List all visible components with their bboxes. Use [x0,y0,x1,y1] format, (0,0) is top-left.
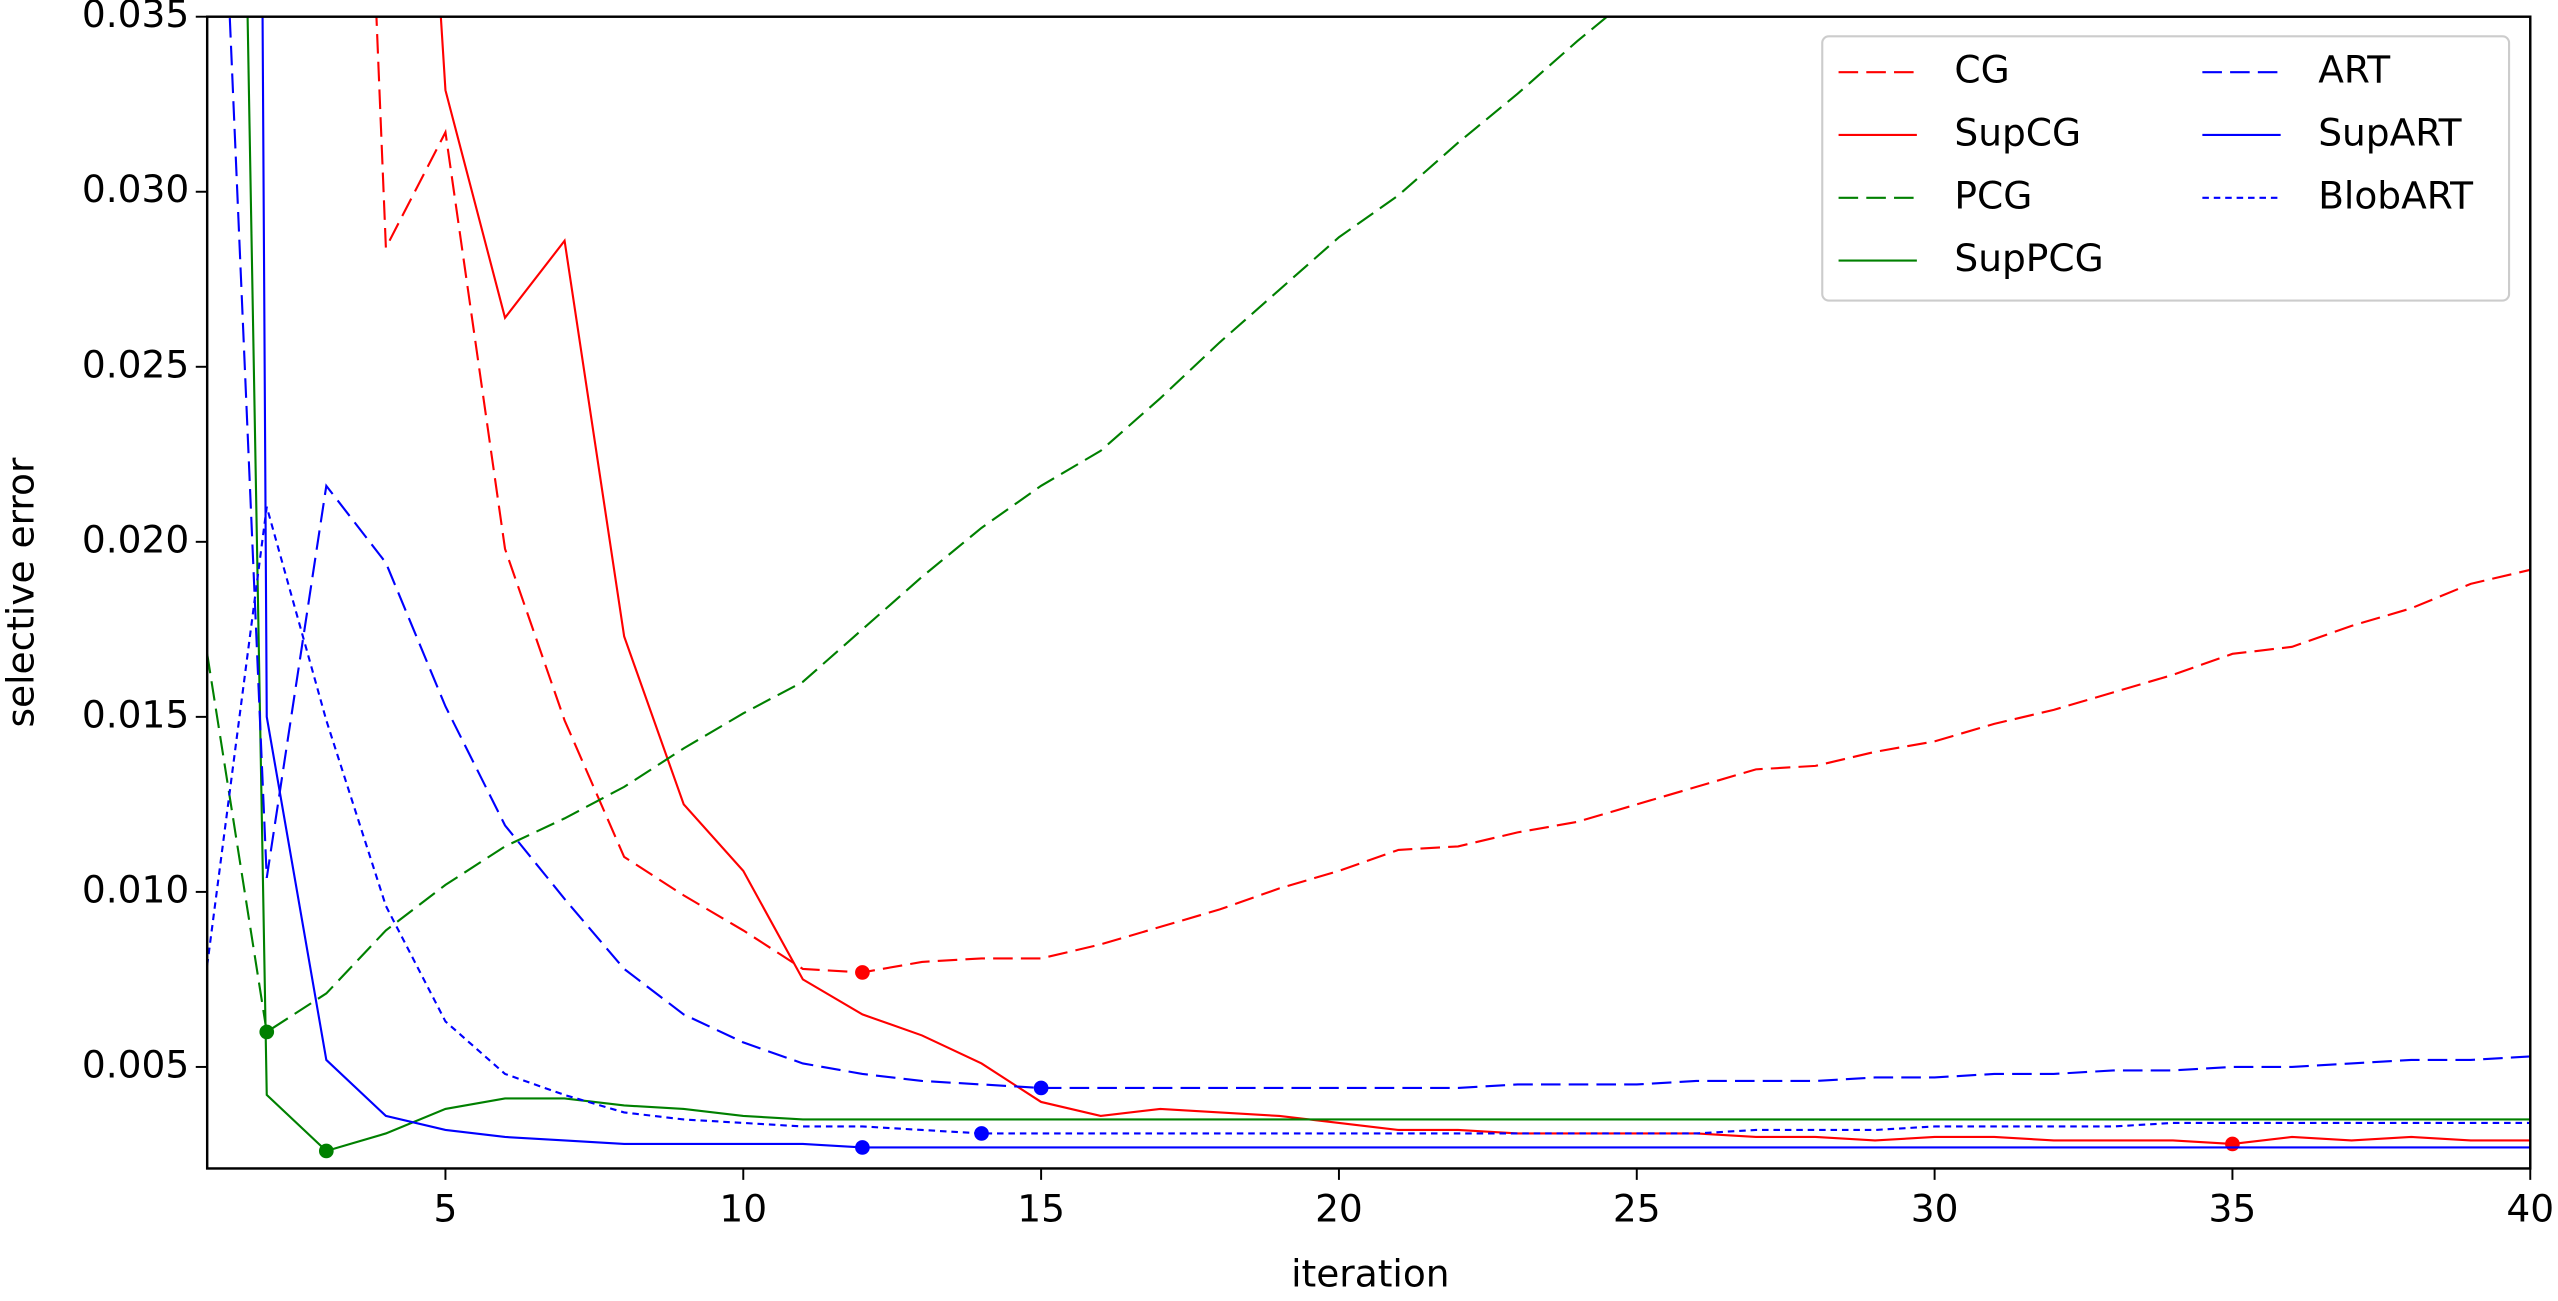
min-marker [1033,1080,1049,1096]
x-tick-label: 25 [1613,1186,1661,1230]
y-tick-label: 0.020 [82,517,189,561]
legend-label: SupCG [1954,110,2081,154]
legend-label: SupART [2318,110,2462,154]
legend-box [1821,35,2511,302]
x-tick-label: 10 [719,1186,767,1230]
x-axis-label: iteration [1291,1252,1450,1296]
plot-area [207,16,2531,1159]
plot-frame [205,15,2532,1170]
legend-label: BlobART [2318,173,2474,217]
x-tick-label: 15 [1017,1186,1065,1230]
y-tick-label: 0.035 [82,0,189,36]
min-marker [855,1140,870,1155]
y-tick-label: 0.030 [82,167,189,211]
x-tick-label: 40 [2506,1186,2554,1230]
x-tick-label: 30 [1911,1186,1959,1230]
y-tick-label: 0.025 [82,342,189,386]
y-axis-label: selective error [0,457,42,727]
min-marker [259,1024,275,1040]
y-tick-label: 0.010 [82,867,189,911]
y-tick-label: 0.015 [82,692,189,736]
min-marker [855,965,870,980]
x-tick-label: 35 [2209,1186,2257,1230]
min-marker [974,1126,989,1141]
x-tick-label: 5 [434,1186,458,1230]
legend-label: ART [2318,48,2391,92]
y-tick-label: 0.005 [82,1042,189,1086]
series-line [207,16,1609,1034]
x-tick-label: 20 [1315,1186,1363,1230]
series-line [261,16,2531,1149]
series-line [375,16,2531,974]
min-marker [2225,1136,2240,1152]
legend-label: CG [1954,48,2009,92]
series-line [228,16,2531,1090]
min-marker [318,1143,334,1159]
legend-label: PCG [1954,173,2032,217]
series-line [439,16,2531,1146]
series-line [207,506,2531,1135]
series-line [246,16,2531,1153]
legend-label: SupPCG [1954,236,2103,280]
